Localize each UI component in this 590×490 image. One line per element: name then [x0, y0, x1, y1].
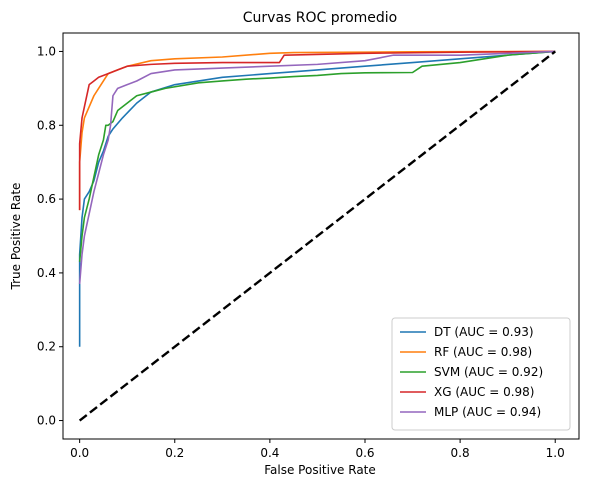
y-tick-label: 0.0 — [37, 414, 56, 428]
legend-label: MLP (AUC = 0.94) — [434, 405, 541, 419]
x-axis-label: False Positive Rate — [264, 463, 376, 477]
x-tick-label: 0.8 — [451, 446, 470, 460]
y-tick-label: 0.2 — [37, 340, 56, 354]
x-axis: 0.0 0.2 0.4 0.6 0.8 1.0 — [70, 439, 565, 460]
y-tick-label: 0.6 — [37, 192, 56, 206]
y-tick-label: 0.4 — [37, 266, 56, 280]
x-tick-label: 0.0 — [70, 446, 89, 460]
series-line-4 — [78, 50, 556, 285]
series-line-2 — [78, 50, 556, 262]
legend-label: RF (AUC = 0.98) — [434, 345, 532, 359]
chance-line — [78, 50, 556, 422]
plot-area — [78, 50, 556, 422]
y-tick-label: 0.8 — [37, 118, 56, 132]
legend-box — [391, 317, 571, 431]
plot-frame — [62, 32, 580, 440]
y-tick-label: 1.0 — [37, 44, 56, 58]
x-tick-label: 0.2 — [165, 446, 184, 460]
legend-label: XG (AUC = 0.98) — [434, 385, 534, 399]
legend-label: DT (AUC = 0.93) — [434, 325, 534, 339]
y-axis: 0.0 0.2 0.4 0.6 0.8 1.0 — [37, 44, 63, 428]
chart-title: Curvas ROC promedio — [243, 10, 397, 26]
series-line-3 — [78, 50, 556, 211]
x-tick-label: 0.4 — [260, 446, 279, 460]
y-axis-label: True Positive Rate — [9, 183, 23, 291]
legend-label: SVM (AUC = 0.92) — [434, 365, 543, 379]
x-tick-label: 1.0 — [546, 446, 565, 460]
legend: DT (AUC = 0.93) RF (AUC = 0.98) SVM (AUC =… — [391, 317, 571, 431]
series-line-0 — [78, 50, 556, 347]
x-tick-label: 0.6 — [355, 446, 374, 460]
